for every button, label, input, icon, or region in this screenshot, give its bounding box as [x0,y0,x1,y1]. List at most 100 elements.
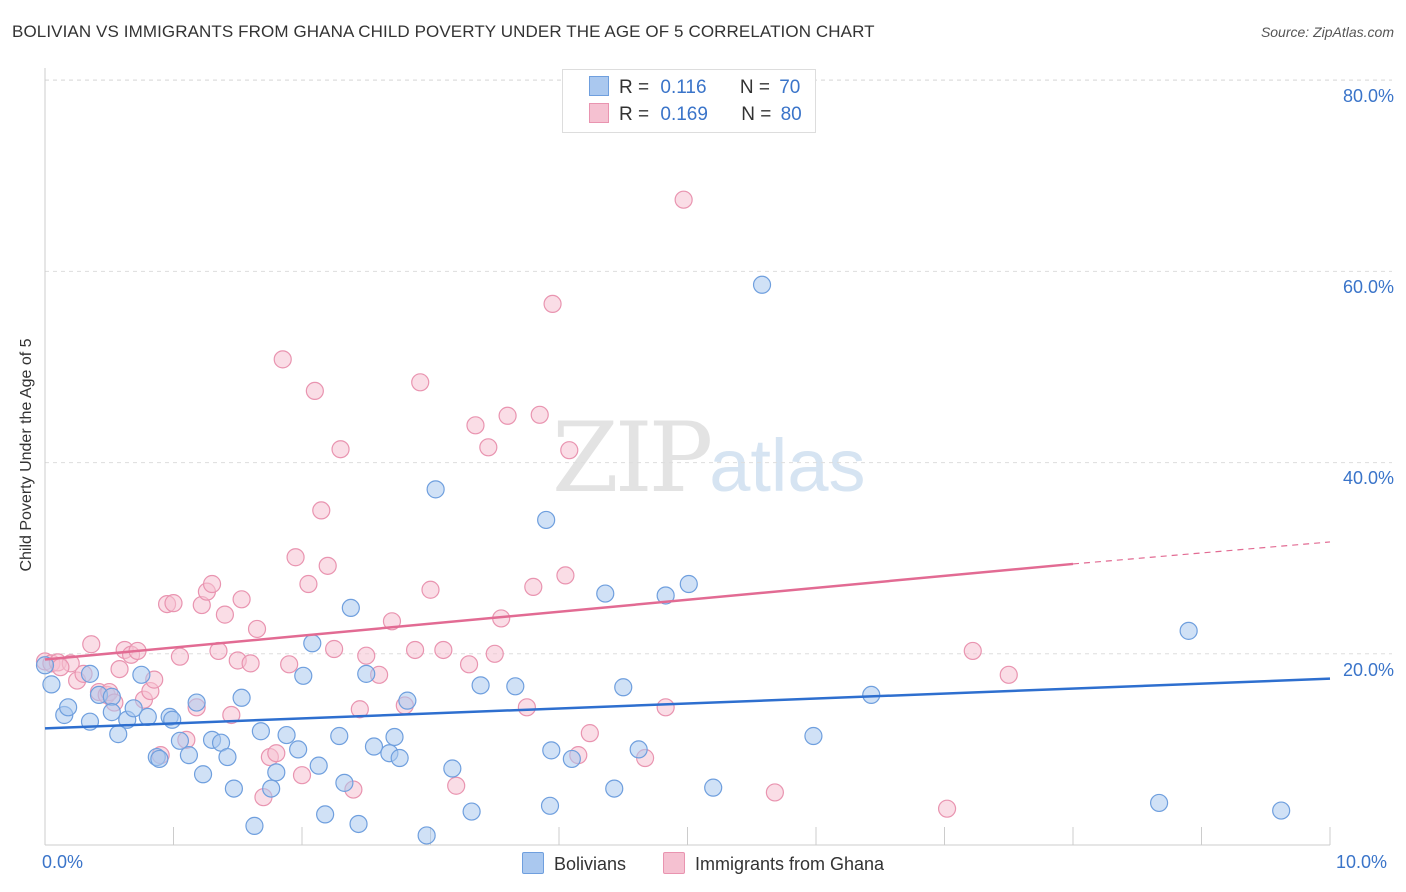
bolivian-point [187,693,206,712]
ghana-point [498,406,517,425]
ghana-trend-line [44,562,1074,661]
trend-lines [44,541,1331,730]
legend-n-label: N = [739,77,770,98]
bolivian-point [309,756,328,775]
bolivian-point [542,741,561,760]
bolivian-point [862,685,881,705]
bolivian-point [150,749,169,769]
legend-swatch-bolivians [521,852,544,874]
ghana-point [447,776,466,795]
bolivian-point [1179,621,1198,640]
bolivian-point [349,814,368,834]
bolivian-point [614,678,633,697]
bolivian-point [385,727,404,747]
ghana-point [656,698,675,717]
watermark-zip: ZIP [552,402,713,514]
ghana-point [357,646,376,665]
bolivian-point [537,510,556,530]
ghana-point [543,294,562,314]
bolivian-point [364,737,384,756]
bolivian-point [562,749,581,769]
bolivian-point [398,691,417,710]
bolivian-point [80,664,100,683]
ghana-point [580,724,599,743]
bolivian-point [426,480,445,499]
correlation-legend: R = 0.116 N = 70 R = 0.169 N = 80 [562,69,816,133]
bolivian-point [679,574,698,594]
bolivian-point [656,586,675,605]
series-legend: Bolivians Immigrants from Ghana [0,852,1406,875]
ghana-point [292,766,312,785]
bolivian-point [251,722,270,741]
legend-row-ghana: R = 0.169 N = 80 [589,103,802,125]
ghana-point [247,619,267,639]
bolivian-point [704,778,723,797]
bolivian-point [417,826,436,845]
bolivian-point [605,779,624,798]
ghana-point [202,574,222,594]
ghana-point [305,381,324,400]
bolivian-point [245,816,264,835]
bolivian-point [1272,801,1291,820]
y-axis-label: Child Poverty Under the Age of 5 [18,338,35,572]
ghana-point [325,639,344,659]
ghana-point [466,416,485,435]
ghana-point [241,654,260,673]
bolivian-point [341,598,360,618]
ghana-point [421,580,440,599]
bolivian-point [124,699,143,718]
bolivian-point [752,275,772,294]
ghana-point [999,665,1018,684]
ghana-point [215,605,234,624]
watermark: ZIPatlas [552,402,866,514]
bolivian-point [277,725,296,745]
ghana-point [405,640,425,660]
bolivian-point [170,731,190,750]
ghana-point [222,705,241,725]
bolivian-point [289,740,308,759]
bolivian-points [35,275,1291,845]
bolivian-point [232,688,251,707]
bolivian-trend-line [44,677,1331,730]
ghana-trend-extension [1072,541,1331,565]
bolivian-point [390,748,409,768]
y-tick-label-20: 20.0% [1342,660,1394,680]
y-tick-label-80: 80.0% [1342,86,1394,106]
ghana-point [524,577,543,596]
ghana-point [267,744,286,763]
legend-swatch-pink [589,103,609,123]
bolivian-point [102,687,121,706]
bolivian-point [443,759,462,778]
ghana-point [382,612,402,631]
watermark-atlas: atlas [709,424,866,507]
bolivian-point [35,656,55,675]
ghana-point [485,644,504,663]
ghana-point [51,658,70,677]
ghana-point [765,783,784,802]
ghana-point [411,373,430,392]
ghana-point [517,698,536,717]
ghana-point [299,574,318,594]
x-tick-label-min: 0.0% [42,852,84,872]
x-tick-label-max: 10.0% [1336,852,1388,872]
bolivian-point [163,710,182,729]
legend-n-value: 80 [780,104,802,125]
ghana-point [556,566,575,585]
legend-r-value: 0.116 [660,77,707,98]
bolivian-point [132,665,151,684]
legend-r-value: 0.169 [660,104,708,125]
ghana-point [170,647,190,666]
legend-r-label: R = [619,104,650,125]
legend-label-ghana: Immigrants from Ghana [695,854,885,874]
bolivian-point [303,634,322,653]
bolivian-point [59,698,78,717]
legend-item-ghana: Immigrants from Ghana [663,852,884,875]
bolivian-point [540,796,560,815]
bolivian-point [330,726,349,746]
grid [45,79,1392,655]
legend-n-label: N = [741,104,772,125]
ghana-point [479,438,498,457]
ghana-point [232,590,251,609]
ghana-point [273,350,292,369]
